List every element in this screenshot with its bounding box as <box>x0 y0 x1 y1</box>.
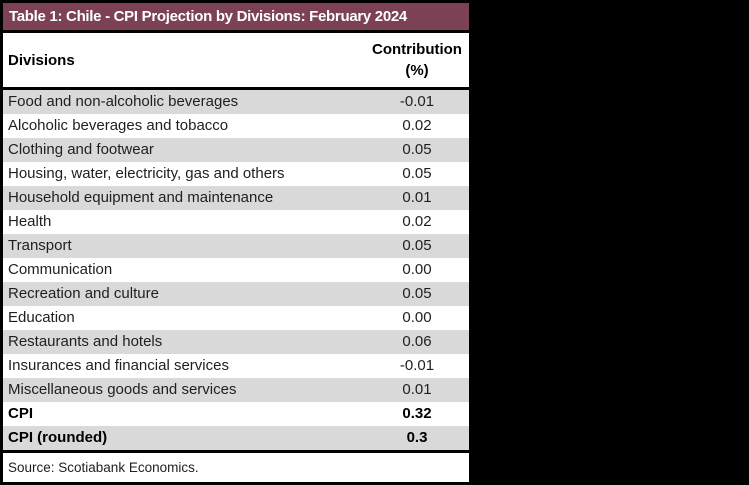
table-row: Clothing and footwear 0.05 <box>3 138 469 162</box>
division-cell: Food and non-alcoholic beverages <box>8 93 239 110</box>
division-cell: Housing, water, electricity, gas and oth… <box>8 165 285 182</box>
table-row: Alcoholic beverages and tobacco 0.02 <box>3 114 469 138</box>
table-row: Health 0.02 <box>3 210 469 234</box>
contribution-header-unit: (%) <box>405 62 429 79</box>
table-row: Transport 0.05 <box>3 234 469 258</box>
division-cell: Recreation and culture <box>8 285 159 302</box>
contribution-column-header: Contribution (%) <box>365 39 469 81</box>
table-row: Insurances and financial services -0.01 <box>3 354 469 378</box>
division-cell: Insurances and financial services <box>8 357 229 374</box>
contribution-cell: 0.00 <box>402 309 432 326</box>
table-title: Table 1: Chile - CPI Projection by Divis… <box>3 3 469 33</box>
division-cell: Clothing and footwear <box>8 141 154 158</box>
division-cell: Miscellaneous goods and services <box>8 381 237 398</box>
division-cell: Restaurants and hotels <box>8 333 163 350</box>
table-body: Food and non-alcoholic beverages -0.01 Alc… <box>3 90 469 450</box>
contribution-cell: 0.05 <box>402 285 432 302</box>
table-row: CPI 0.32 <box>3 402 469 426</box>
table-row: CPI (rounded) 0.3 <box>3 426 469 450</box>
contribution-header-label: Contribution <box>372 41 462 58</box>
contribution-cell: 0.05 <box>402 237 432 254</box>
division-cell: Alcoholic beverages and tobacco <box>8 117 229 134</box>
contribution-cell: 0.01 <box>402 381 432 398</box>
contribution-cell: 0.32 <box>402 405 432 422</box>
contribution-cell: 0.06 <box>402 333 432 350</box>
source-row: Source: Scotiabank Economics. <box>3 450 469 482</box>
table-row: Housing, water, electricity, gas and oth… <box>3 162 469 186</box>
contribution-cell: 0.01 <box>402 189 432 206</box>
division-cell: Health <box>8 213 52 230</box>
table-row: Education 0.00 <box>3 306 469 330</box>
cpi-projection-table: Table 1: Chile - CPI Projection by Divis… <box>0 0 472 485</box>
table-row: Recreation and culture 0.05 <box>3 282 469 306</box>
division-cell: CPI (rounded) <box>8 429 108 446</box>
table-row: Household equipment and maintenance 0.01 <box>3 186 469 210</box>
division-cell: CPI <box>8 405 34 422</box>
contribution-cell: 0.3 <box>406 429 428 446</box>
division-cell: Transport <box>8 237 72 254</box>
contribution-cell: -0.01 <box>399 93 435 110</box>
division-cell: Household equipment and maintenance <box>8 189 274 206</box>
contribution-cell: 0.05 <box>402 165 432 182</box>
contribution-cell: 0.02 <box>402 213 432 230</box>
contribution-cell: 0.00 <box>402 261 432 278</box>
table-row: Communication 0.00 <box>3 258 469 282</box>
source-text: Source: Scotiabank Economics. <box>8 460 199 475</box>
contribution-cell: 0.02 <box>402 117 432 134</box>
division-cell: Education <box>8 309 75 326</box>
column-header-row: Divisions Contribution (%) <box>3 33 469 90</box>
table-row: Restaurants and hotels 0.06 <box>3 330 469 354</box>
table-row: Food and non-alcoholic beverages -0.01 <box>3 90 469 114</box>
contribution-cell: 0.05 <box>402 141 432 158</box>
contribution-cell: -0.01 <box>399 357 435 374</box>
table-row: Miscellaneous goods and services 0.01 <box>3 378 469 402</box>
divisions-column-header: Divisions <box>8 51 75 69</box>
division-cell: Communication <box>8 261 113 278</box>
